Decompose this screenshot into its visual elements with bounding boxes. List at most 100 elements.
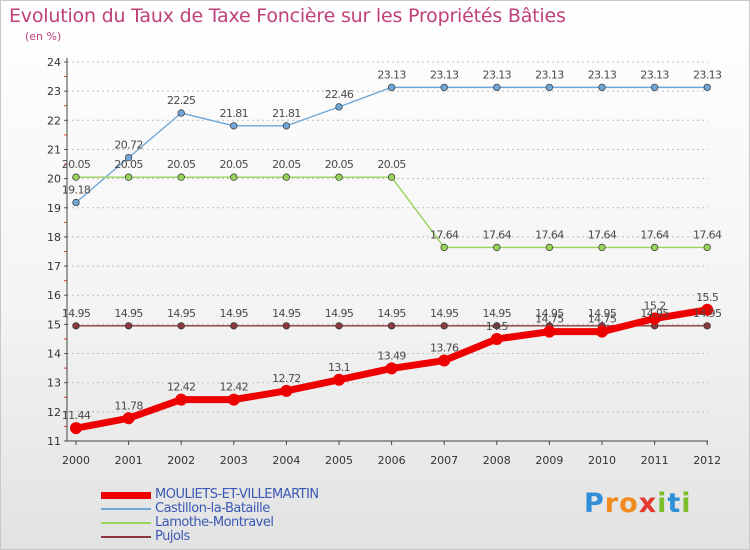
data-label: 22.25 [167,94,196,107]
x-tick-label: 2007 [430,454,458,467]
data-label: 14.5 [486,320,509,333]
data-point [124,322,133,330]
x-tick-label: 2004 [272,454,300,467]
data-label: 22.46 [325,88,354,101]
data-label: 20.05 [167,158,196,171]
x-tick-label: 2009 [535,454,563,467]
legend-swatch [101,536,151,538]
legend-label: Castillon-la-Bataille [155,501,270,516]
chart-title: Evolution du Taux de Taxe Foncière sur l… [9,5,566,27]
data-label: 14.95 [693,307,722,320]
data-label: 23.13 [640,68,669,81]
data-label: 12.42 [167,381,196,394]
data-label: 23.13 [430,68,459,81]
data-label: 20.72 [114,139,143,152]
data-label: 13.76 [430,342,459,355]
data-point [493,243,501,252]
x-tick-label: 2001 [115,454,143,467]
y-tick-label: 22 [47,114,61,127]
x-tick-label: 2005 [325,454,353,467]
y-tick-label: 12 [47,406,61,419]
data-point [701,303,714,316]
data-label: 17.64 [588,228,617,241]
data-label: 14.95 [483,307,512,320]
data-point [177,109,185,117]
data-point [230,122,238,130]
data-label: 23.13 [377,68,406,81]
data-point [440,243,448,252]
x-tick-label: 2006 [378,454,406,467]
data-point [72,198,80,207]
data-point [72,173,80,181]
data-label: 14.95 [325,307,354,320]
data-point [598,83,606,92]
data-point [387,83,396,92]
data-label: 21.81 [272,107,301,120]
y-tick-label: 15 [47,318,61,331]
logo-letter: t [667,488,682,519]
data-point [385,362,398,375]
data-point [387,322,396,330]
data-point [230,173,238,181]
data-label: 17.64 [483,228,512,241]
y-tick-label: 14 [47,348,61,361]
legend-label: Pujols [155,529,190,544]
data-point [703,243,711,252]
data-label: 15.5 [696,291,719,304]
x-tick-label: 2011 [641,454,669,467]
data-label: 14.95 [114,307,143,320]
logo-letter: P [584,488,605,519]
data-point [703,322,711,330]
y-tick-label: 24 [47,56,61,69]
data-point [545,83,554,92]
data-point [282,322,291,330]
data-point [70,422,82,435]
data-point [440,83,448,92]
data-point [490,332,503,345]
data-label: 15.2 [644,300,666,313]
data-label: 14.95 [62,307,91,320]
data-point [387,173,396,181]
data-point [493,322,501,330]
legend-label: Lamothe-Montravel [155,515,274,530]
data-point [440,322,448,330]
data-label: 19.18 [62,184,91,197]
data-label: 14.95 [220,307,249,320]
data-label: 14.95 [535,307,564,320]
y-tick-label: 23 [47,85,61,98]
data-label: 11.78 [114,399,143,412]
y-tick-label: 20 [47,173,61,186]
x-tick-label: 2000 [62,454,90,467]
data-point [335,103,343,111]
data-point [280,384,293,397]
data-label: 23.13 [588,68,617,81]
data-label: 13.1 [328,361,350,374]
data-point [333,373,345,386]
data-point [335,322,343,330]
data-label: 21.81 [220,107,249,120]
legend-swatch [101,492,151,499]
x-tick-label: 2012 [693,454,721,467]
data-point [227,393,240,406]
y-tick-label: 13 [47,377,61,390]
x-tick-label: 2008 [483,454,511,467]
data-point [543,325,556,338]
data-label: 14.75 [535,313,564,326]
data-point [177,322,185,330]
data-label: 12.72 [272,372,301,385]
data-label: 14.75 [588,313,617,326]
data-point [335,173,343,181]
logo-letter: r [604,488,620,519]
data-label: 17.64 [430,228,459,241]
chart-unit-label: (en %) [25,30,62,43]
data-label: 17.64 [640,228,669,241]
data-point [72,322,80,330]
data-point [650,243,659,252]
x-tick-label: 2003 [220,454,248,467]
data-point [545,243,554,252]
data-point [493,83,501,92]
data-label: 14.95 [272,307,301,320]
data-point [703,83,711,92]
